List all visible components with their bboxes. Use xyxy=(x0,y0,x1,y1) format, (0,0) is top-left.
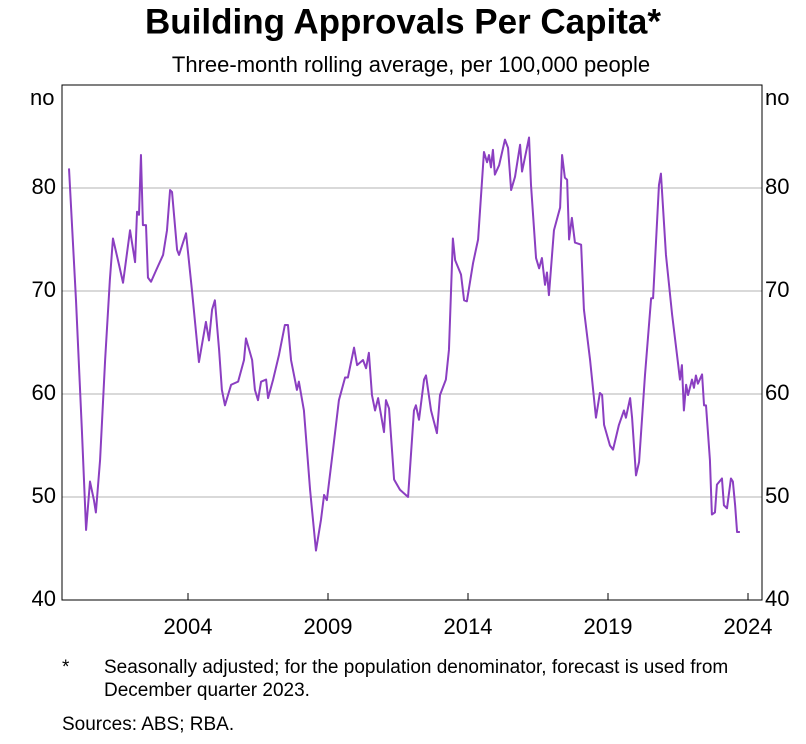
y-tick-label-left: 80 xyxy=(32,174,56,199)
data-line xyxy=(68,136,740,552)
x-tick-label: 2009 xyxy=(304,614,353,639)
footnote-marker: * xyxy=(62,657,70,678)
y-tick-label-right: 80 xyxy=(765,174,789,199)
y-tick-label-right: 70 xyxy=(765,277,789,302)
x-tick-label: 2004 xyxy=(164,614,213,639)
chart-subtitle: Three-month rolling average, per 100,000… xyxy=(172,52,650,77)
x-tick-label: 2014 xyxy=(444,614,493,639)
sources: Sources: ABS; RBA. xyxy=(62,714,235,735)
chart: Building Approvals Per Capita* Three-mon… xyxy=(30,2,789,639)
y-tick-label-left: 60 xyxy=(32,380,56,405)
y-tick-label-right: 50 xyxy=(765,483,789,508)
y-tick-label-right: 40 xyxy=(765,586,789,611)
y-tick-label-left: 40 xyxy=(32,586,56,611)
x-tick-label: 2019 xyxy=(584,614,633,639)
y-tick-label-left: 70 xyxy=(32,277,56,302)
y-unit-left: no xyxy=(30,85,54,110)
chart-title: Building Approvals Per Capita* xyxy=(145,2,661,41)
plot-frame xyxy=(61,84,763,601)
footnote: Seasonally adjusted; for the population … xyxy=(104,657,729,701)
y-tick-label-right: 60 xyxy=(765,380,789,405)
y-unit-right: no xyxy=(765,85,789,110)
x-tick-label: 2024 xyxy=(724,614,773,639)
y-tick-label-left: 50 xyxy=(32,483,56,508)
